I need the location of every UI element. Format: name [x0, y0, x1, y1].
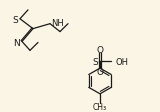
Text: S: S: [12, 16, 18, 25]
Text: OH: OH: [115, 57, 128, 66]
Text: CH₃: CH₃: [93, 102, 107, 111]
Text: NH: NH: [51, 19, 64, 28]
Text: S: S: [92, 57, 98, 66]
Text: O: O: [96, 67, 104, 76]
Text: N: N: [13, 39, 20, 47]
Text: O: O: [96, 46, 104, 55]
